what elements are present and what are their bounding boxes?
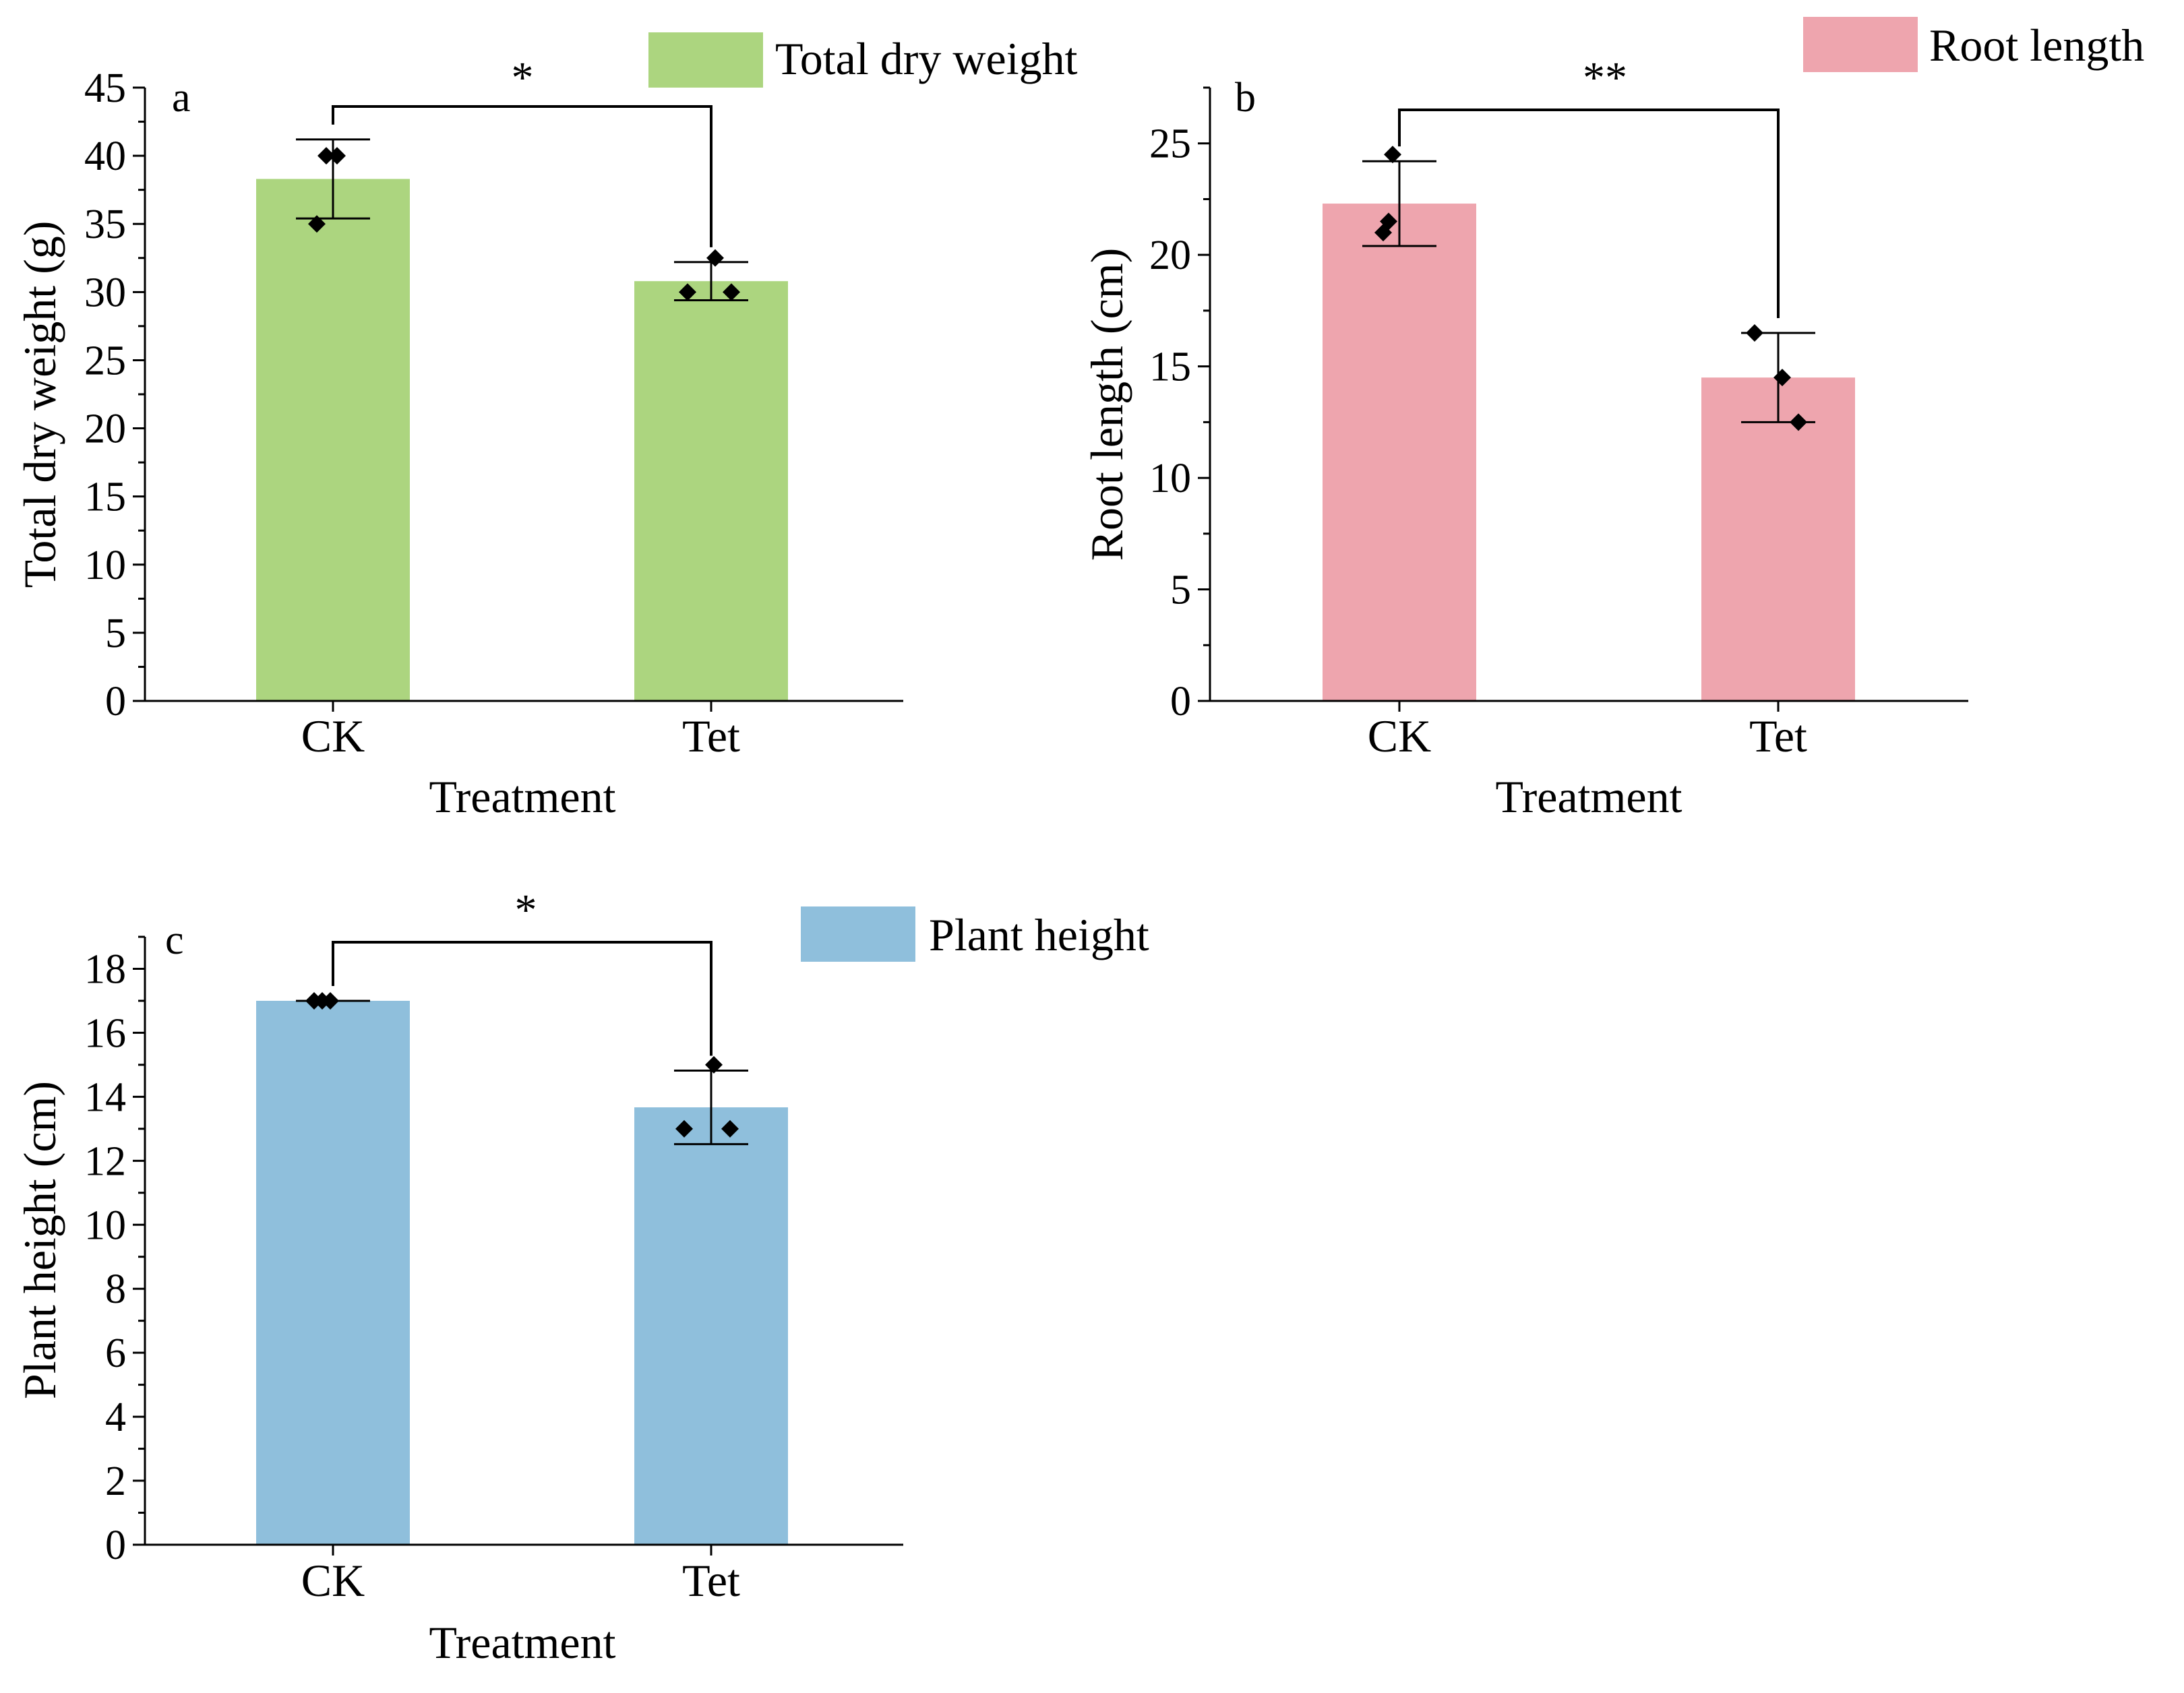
y-tick-label-b-15: 15: [1149, 344, 1191, 390]
y-tick-label-b-5: 5: [1170, 567, 1191, 613]
y-tick-label-c-4: 4: [105, 1394, 126, 1440]
y-tick-label-b-0: 0: [1170, 679, 1191, 725]
data-point-a-ck-3: [308, 215, 326, 233]
x-axis-title-b: Treatment: [1495, 771, 1682, 822]
y-tick-label-b-20: 20: [1149, 233, 1191, 278]
y-tick-label-c-10: 10: [84, 1202, 126, 1248]
x-axis-title-a: Treatment: [429, 771, 615, 822]
data-point-c-tet-1: [675, 1119, 693, 1138]
data-point-a-tet-1: [679, 283, 696, 301]
x-tick-label-c-tet: Tet: [682, 1555, 740, 1606]
significance-bracket-c: [332, 941, 712, 1056]
legend-swatch-c: [801, 906, 915, 962]
y-tick-label-c-2: 2: [105, 1458, 126, 1504]
y-tick-label-b-25: 25: [1149, 121, 1191, 167]
data-point-b-ck-3: [1374, 224, 1392, 242]
significance-bracket-a: [332, 105, 712, 247]
x-tick-label-c-ck: CK: [301, 1555, 365, 1606]
bar-a-tet: [634, 281, 788, 702]
significance-label-a: *: [512, 53, 534, 102]
data-point-a-tet-2: [706, 249, 724, 267]
y-tick-label-c-8: 8: [105, 1266, 126, 1312]
y-tick-label-b-10: 10: [1149, 456, 1191, 501]
bar-b-ck: [1323, 204, 1476, 701]
y-tick-label-c-16: 16: [84, 1010, 126, 1056]
y-tick-label-a-10: 10: [84, 543, 126, 588]
bar-b-tet: [1701, 377, 1855, 701]
legend-label-c: Plant height: [929, 909, 1149, 960]
y-axis-title-c: Plant height (cm): [14, 1081, 65, 1399]
x-tick-label-a-tet: Tet: [682, 710, 740, 762]
data-point-c-tet-2: [705, 1055, 723, 1074]
significance-label-c: *: [515, 886, 537, 935]
y-tick-label-a-45: 45: [84, 65, 126, 111]
data-point-a-ck-1: [317, 147, 335, 165]
bar-a-ck: [256, 179, 410, 701]
data-point-b-tet-2: [1773, 369, 1791, 387]
bar-c-tet: [634, 1107, 788, 1545]
y-tick-label-a-40: 40: [84, 133, 126, 179]
data-point-a-tet-3: [723, 283, 740, 301]
x-tick-label-b-tet: Tet: [1749, 710, 1807, 762]
y-axis-title-a: Total dry weight (g): [14, 221, 65, 588]
y-tick-label-a-0: 0: [105, 679, 126, 725]
data-point-b-ck-1: [1384, 146, 1401, 164]
data-point-b-tet-3: [1790, 413, 1807, 431]
data-point-b-tet-1: [1746, 324, 1763, 342]
y-tick-label-a-30: 30: [84, 270, 126, 315]
bar-c-ck: [256, 1000, 410, 1545]
panel-letter-c: c: [165, 917, 184, 963]
y-axis-title-b: Root length (cm): [1081, 248, 1132, 561]
significance-label-b: **: [1583, 53, 1627, 102]
y-tick-label-a-15: 15: [84, 474, 126, 520]
legend-swatch-a: [648, 32, 763, 88]
y-tick-label-a-35: 35: [84, 202, 126, 247]
legend-swatch-b: [1803, 17, 1918, 72]
data-point-a-ck-2: [328, 147, 346, 165]
significance-bracket-b: [1398, 109, 1780, 318]
y-tick-label-c-6: 6: [105, 1330, 126, 1376]
y-tick-label-a-5: 5: [105, 611, 126, 656]
y-tick-label-a-20: 20: [84, 406, 126, 452]
x-tick-label-b-ck: CK: [1368, 710, 1431, 762]
y-tick-label-c-18: 18: [84, 946, 126, 992]
data-point-c-tet-3: [721, 1119, 739, 1138]
y-tick-label-a-25: 25: [84, 338, 126, 383]
y-tick-label-c-12: 12: [84, 1138, 126, 1184]
legend-label-a: Total dry weight: [775, 33, 1078, 84]
x-axis-title-c: Treatment: [429, 1617, 615, 1668]
legend-label-b: Root length: [1929, 20, 2144, 71]
data-point-c-ck-3: [322, 991, 339, 1010]
panel-letter-a: a: [172, 75, 191, 121]
panel-letter-b: b: [1235, 75, 1256, 121]
x-tick-label-a-ck: CK: [301, 710, 365, 762]
y-tick-label-c-14: 14: [84, 1074, 126, 1120]
y-tick-label-c-0: 0: [105, 1522, 126, 1568]
